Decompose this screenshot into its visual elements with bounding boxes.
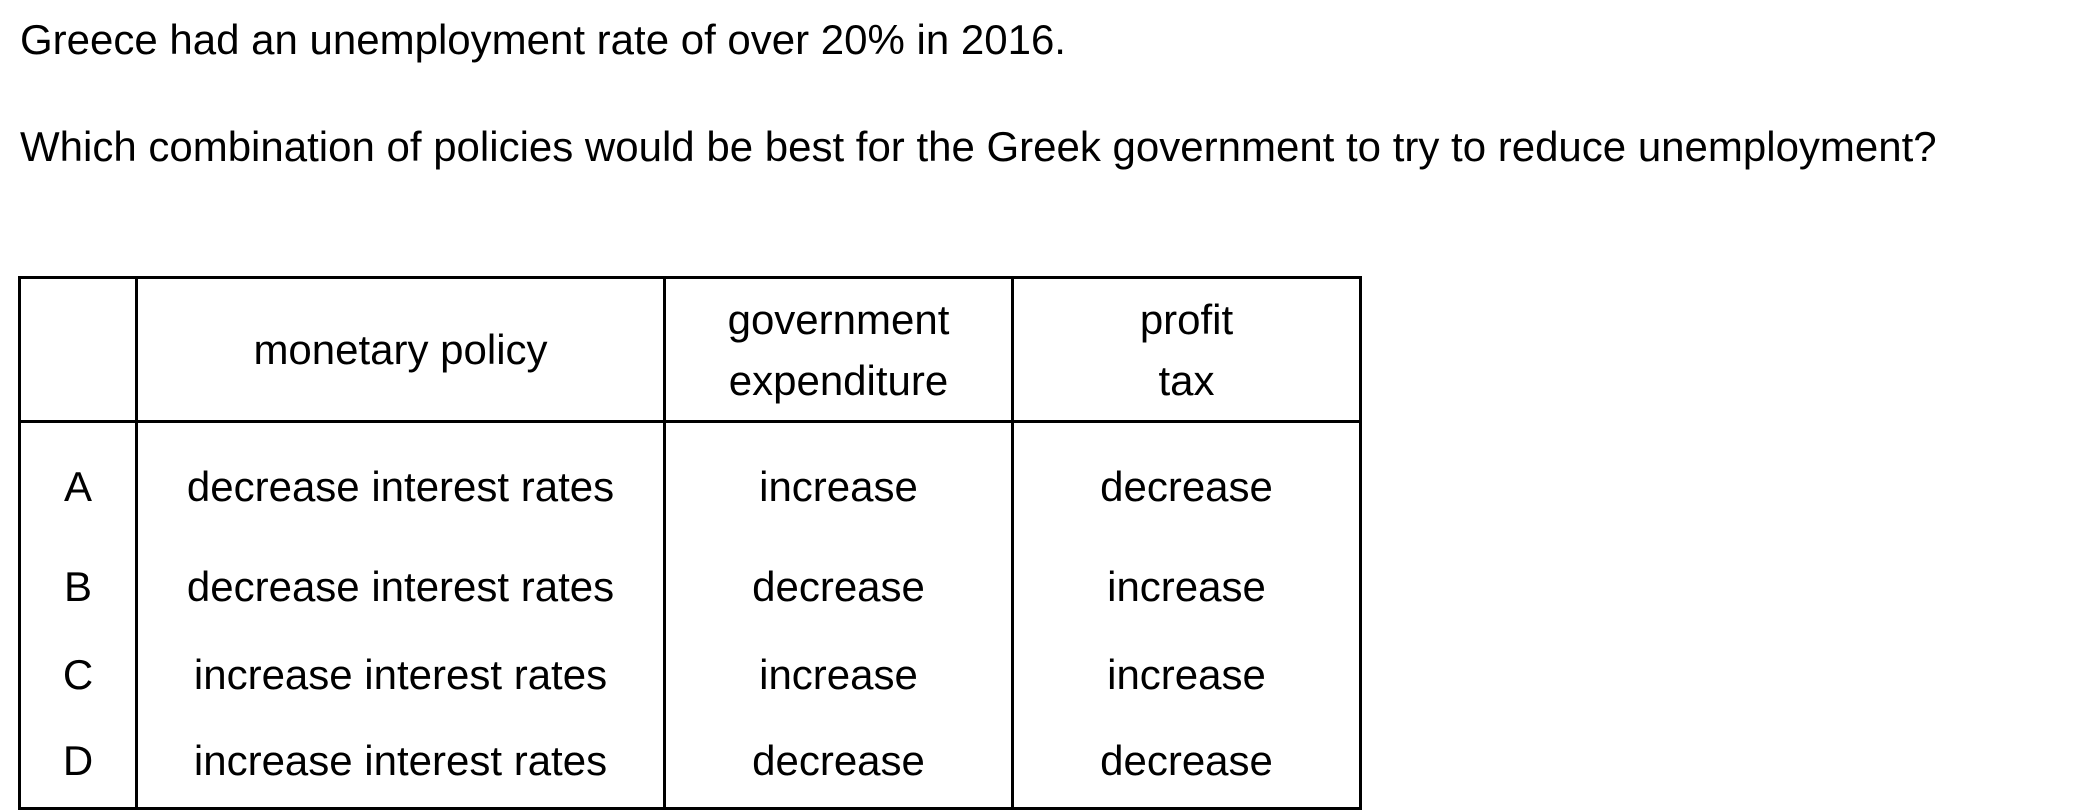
government-expenditure-cell: decrease <box>663 543 1014 631</box>
header-government-expenditure: government expenditure <box>663 276 1014 423</box>
government-expenditure-cell: decrease <box>663 719 1014 810</box>
profit-tax-cell: decrease <box>1011 421 1362 543</box>
header-key-cell <box>18 276 138 423</box>
header-government-line1: government <box>727 295 950 343</box>
header-government-line2: expenditure <box>728 356 949 404</box>
header-profit-line2: tax <box>1158 356 1215 404</box>
table-row-option-c: C increase interest rates increase incre… <box>18 631 1362 719</box>
table-row-option-d: D increase interest rates decrease decre… <box>18 719 1362 810</box>
header-profit-line1: profit <box>1139 295 1234 343</box>
table-header-row: monetary policy government expenditure p… <box>18 276 1362 423</box>
table-row-option-a: A decrease interest rates increase decre… <box>18 421 1362 543</box>
question-text: Which combination of policies would be b… <box>20 123 1937 170</box>
profit-tax-cell: increase <box>1011 631 1362 719</box>
option-key: B <box>18 543 138 631</box>
government-expenditure-cell: increase <box>663 631 1014 719</box>
government-expenditure-cell: increase <box>663 421 1014 543</box>
header-profit-tax: profit tax <box>1011 276 1362 423</box>
monetary-policy-cell: decrease interest rates <box>135 543 666 631</box>
option-key: D <box>18 719 138 810</box>
options-table: monetary policy government expenditure p… <box>18 276 1362 810</box>
option-key: A <box>18 421 138 543</box>
monetary-policy-cell: increase interest rates <box>135 631 666 719</box>
profit-tax-cell: decrease <box>1011 719 1362 810</box>
option-key: C <box>18 631 138 719</box>
table-row-option-b: B decrease interest rates decrease incre… <box>18 543 1362 631</box>
profit-tax-cell: increase <box>1011 543 1362 631</box>
monetary-policy-cell: decrease interest rates <box>135 421 666 543</box>
intro-statement: Greece had an unemployment rate of over … <box>20 16 1066 63</box>
monetary-policy-cell: increase interest rates <box>135 719 666 810</box>
header-monetary-policy: monetary policy <box>135 276 666 423</box>
